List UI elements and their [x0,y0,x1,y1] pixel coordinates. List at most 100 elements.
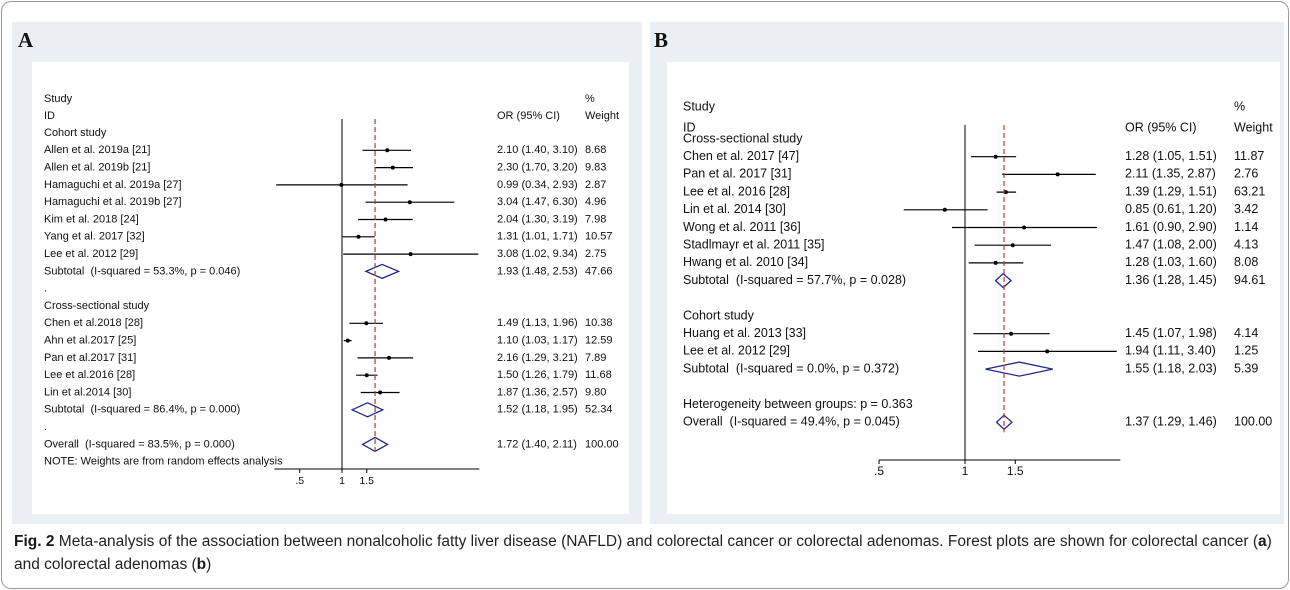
ci-label: 1.31 (1.01, 1.71) [497,231,578,243]
study-label: Lee et al.2016 [28] [44,369,135,381]
weight-label: 10.38 [585,317,613,329]
point-estimate [339,182,344,187]
header: % [585,93,595,105]
subtotal-label: Subtotal (I-squared = 53.3%, p = 0.046) [44,265,240,277]
plot-box [667,62,1280,514]
ci-label: 1.94 (1.11, 3.40) [1125,344,1216,358]
x-tick-label: 1.5 [1007,464,1024,478]
point-estimate [356,234,361,239]
point-estimate [364,321,369,326]
ci-label: 0.85 (0.61, 1.20) [1125,202,1217,216]
weight-label: 63.21 [1234,184,1265,198]
study-label: Chen et al. 2017 [47] [683,149,799,163]
forest-plots: A Study ID% OR (95% CI) Weight Cohort study Al… [12,22,1284,524]
weight-label: 4.13 [1234,237,1258,251]
diamond [994,272,1013,289]
point-estimate [1045,349,1050,354]
study-label: Yang et al. 2017 [32] [44,231,145,243]
weight-label: 10.57 [585,231,613,243]
group-title: Cross-sectional study [44,300,150,312]
ci-label: 0.99 (0.34, 2.93) [497,179,578,191]
weight-label: 1.25 [1234,344,1258,358]
point-estimate [993,260,998,265]
caption-text: ) [206,556,212,573]
diamond [985,361,1053,377]
caption-text: ) and colorectal adenomas ( [14,533,1272,573]
point-estimate [383,217,388,222]
panel-label: B [654,28,668,52]
ci-label: 1.45 (1.07, 1.98) [1125,326,1217,340]
caption-ref: a [1258,533,1267,550]
subtotal-label: Subtotal (I-squared = 0.0%, p = 0.372) [683,361,899,375]
study-label: Pan et al.2017 [31] [44,352,136,364]
subtotal-label: Subtotal (I-squared = 86.4%, p = 0.000) [44,404,240,416]
weight-label: 47.66 [585,265,613,277]
group-title: Cross-sectional study [683,131,803,145]
point-estimate [1055,172,1060,177]
x-tick-label: 1 [339,475,345,487]
weight-label: 8.68 [585,144,606,156]
header: Study [44,93,73,105]
x-tick-label: 1 [962,464,969,478]
note: NOTE: Weights are from random effects an… [44,456,283,468]
ci-label: 1.93 (1.48, 2.53) [497,265,578,277]
ci-label: 2.11 (1.35, 2.87) [1125,167,1216,181]
point-estimate [386,355,391,360]
weight-label: 100.00 [585,438,619,450]
weight-label: 12.59 [585,335,613,347]
separator: . [44,421,47,433]
point-estimate [364,373,369,378]
study-label: Stadlmayr et al. 2011 [35] [683,237,825,251]
header: Weight [1234,120,1273,134]
subtotal-label: Overall (I-squared = 83.5%, p = 0.000) [44,438,235,450]
point-estimate [1003,190,1008,195]
ci-label: 1.36 (1.28, 1.45) [1125,273,1217,287]
group-title: Cohort study [44,127,107,139]
point-estimate [993,154,998,159]
plot-box [32,62,629,514]
weight-label: 9.80 [585,386,606,398]
weight-label: 4.96 [585,196,606,208]
ci-label: 1.39 (1.29, 1.51) [1125,184,1217,198]
ci-label: 2.30 (1.70, 3.20) [497,162,578,174]
caption-text: Meta-analysis of the association between… [58,533,1259,550]
ci-label: 1.61 (0.90, 2.90) [1125,220,1217,234]
ci-label: 1.47 (1.08, 2.00) [1125,237,1217,251]
weight-label: 5.39 [1234,361,1258,375]
weight-label: 11.87 [1234,149,1264,163]
study-label: Lee et al. 2012 [29] [683,344,790,358]
x-tick-label: .5 [874,464,884,478]
ci-label: 1.28 (1.03, 1.60) [1125,255,1217,269]
study-label: Hamaguchi et al. 2019a [27] [44,179,182,191]
header: Weight [585,110,619,122]
weight-label: 11.68 [585,369,612,381]
ci-label: 1.50 (1.26, 1.79) [497,369,578,381]
ci-label: 2.16 (1.29, 3.21) [497,352,578,364]
study-label: Kim et al. 2018 [24] [44,213,139,225]
ci-label: 1.72 (1.40, 2.11) [497,438,577,450]
header: ID [44,110,55,122]
study-label: Huang et al. 2013 [33] [683,326,806,340]
study-label: Lee et al. 2016 [28] [683,184,790,198]
header: Study [683,99,716,113]
weight-label: 2.76 [1234,167,1258,181]
header: OR (95% CI) [497,110,560,122]
weight-label: 7.98 [585,213,606,225]
subtotal-label: Overall (I-squared = 49.4%, p = 0.045) [683,414,900,428]
weight-label: 8.08 [1234,255,1258,269]
weight-label: 94.61 [1234,273,1265,287]
weight-label: 9.83 [585,162,606,174]
study-label: Ahn et al.2017 [25] [44,335,136,347]
weight-label: 1.14 [1234,220,1258,234]
point-estimate [1010,243,1015,248]
weight-label: 2.75 [585,248,606,260]
point-estimate [378,390,383,395]
separator: . [44,283,47,295]
ci-label: 1.52 (1.18, 1.95) [497,404,578,416]
header: % [1234,99,1245,113]
caption: Fig. 2 Meta-analysis of the association … [14,530,1274,576]
ci-label: 1.10 (1.03, 1.17) [497,335,578,347]
ci-label: 3.04 (1.47, 6.30) [497,196,578,208]
study-label: Lin et al. 2014 [30] [683,202,786,216]
